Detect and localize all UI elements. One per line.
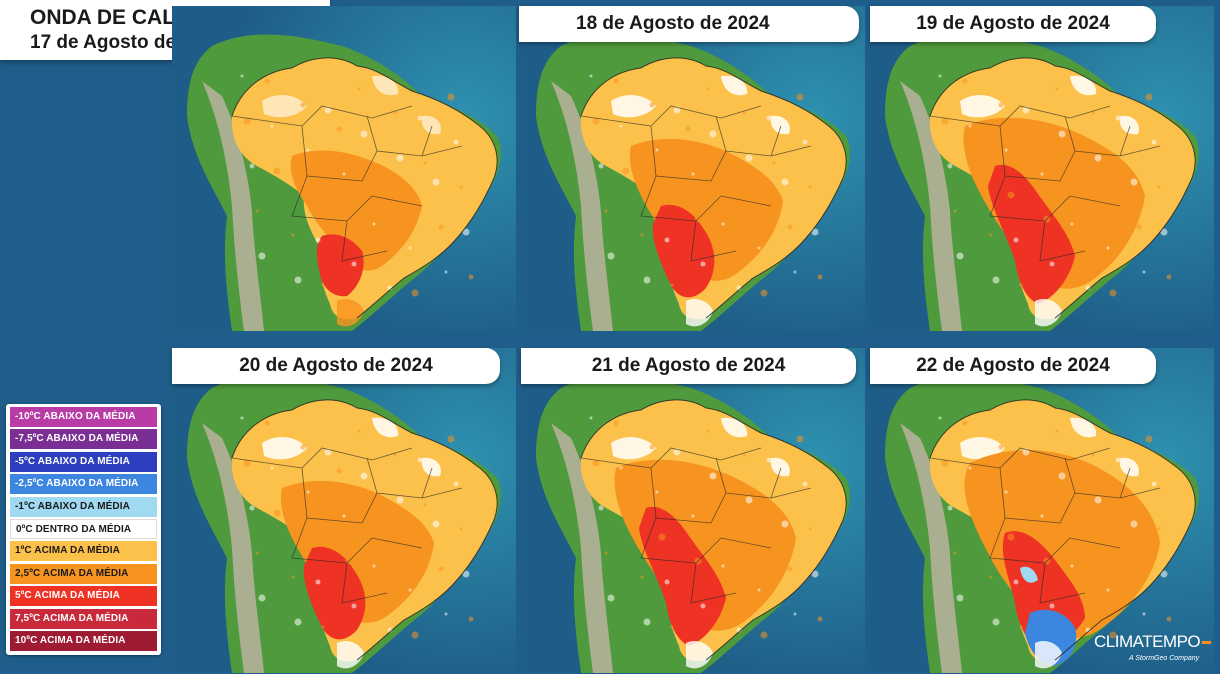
weather-map	[870, 6, 1214, 331]
anomaly-2-5c-zone	[629, 138, 783, 281]
weather-map	[521, 348, 865, 673]
panel-date-title: 18 de Agosto de 2024	[519, 6, 859, 42]
anomaly-5c-zone	[988, 164, 1075, 304]
forecast-panel	[521, 6, 865, 331]
forecast-panel	[870, 348, 1214, 673]
forecast-panel	[172, 6, 516, 331]
legend-item: -7,5ºC ABAIXO DA MÉDIA	[10, 429, 157, 450]
legend-item: -5ºC ABAIXO DA MÉDIA	[10, 451, 157, 472]
panel-date-title: 22 de Agosto de 2024	[870, 348, 1156, 384]
anomaly-5c-zone	[639, 506, 726, 646]
state-borders	[231, 447, 463, 604]
andes-mountains	[900, 81, 962, 331]
state-borders	[231, 105, 463, 262]
anomaly-5c-zone	[652, 204, 715, 298]
andes-mountains	[551, 423, 613, 673]
weather-map	[172, 6, 516, 331]
legend-item: -10ºC ABAIXO DA MÉDIA	[10, 407, 157, 427]
state-borders	[580, 447, 812, 604]
panel-date-title: 20 de Agosto de 2024	[172, 348, 500, 384]
andes-mountains	[202, 423, 264, 673]
forecast-panel	[870, 6, 1214, 331]
anomaly-5c-zone	[316, 234, 364, 297]
brand-tagline: A StormGeo Company	[1129, 655, 1200, 662]
panel-date-title: 21 de Agosto de 2024	[521, 348, 856, 384]
legend-item: 0ºC DENTRO DA MÉDIA	[10, 519, 157, 539]
state-borders	[929, 105, 1161, 262]
temperature-anomaly-legend: -10ºC ABAIXO DA MÉDIA -7,5ºC ABAIXO DA MÉ…	[6, 404, 161, 655]
weather-map	[870, 348, 1214, 673]
weather-map	[172, 348, 516, 673]
legend-item: 5ºC ACIMA DA MÉDIA	[10, 586, 157, 607]
anomaly-5c-zone	[303, 546, 366, 640]
state-borders	[580, 105, 812, 262]
weather-map	[521, 6, 865, 331]
andes-mountains	[551, 81, 613, 331]
forecast-panel	[521, 348, 865, 673]
legend-item: 2,5ºC ACIMA DA MÉDIA	[10, 563, 157, 584]
legend-item: 1ºC ACIMA DA MÉDIA	[10, 541, 157, 562]
legend-item: -2,5ºC ABAIXO DA MÉDIA	[10, 474, 157, 495]
anomaly-2-5c-zone	[280, 480, 434, 623]
brand-mark-icon	[1202, 641, 1212, 645]
anomaly-2-5c-zone	[290, 150, 422, 271]
climatempo-logo: CLIMATEMPO A StormGeo Company	[1094, 632, 1212, 662]
main-title: ONDA DE CALOR	[30, 6, 207, 29]
legend-item: 7,5ºC ACIMA DA MÉDIA	[10, 608, 157, 629]
brand-name: CLIMATEMPO	[1094, 632, 1201, 651]
legend-item: -1ºC ABAIXO DA MÉDIA	[10, 496, 157, 517]
state-borders	[929, 447, 1161, 604]
legend-item: 10ºC ACIMA DA MÉDIA	[10, 631, 157, 651]
panel-date-title: 19 de Agosto de 2024	[870, 6, 1156, 42]
forecast-panel	[172, 348, 516, 673]
andes-mountains	[900, 423, 962, 673]
andes-mountains	[202, 81, 264, 331]
